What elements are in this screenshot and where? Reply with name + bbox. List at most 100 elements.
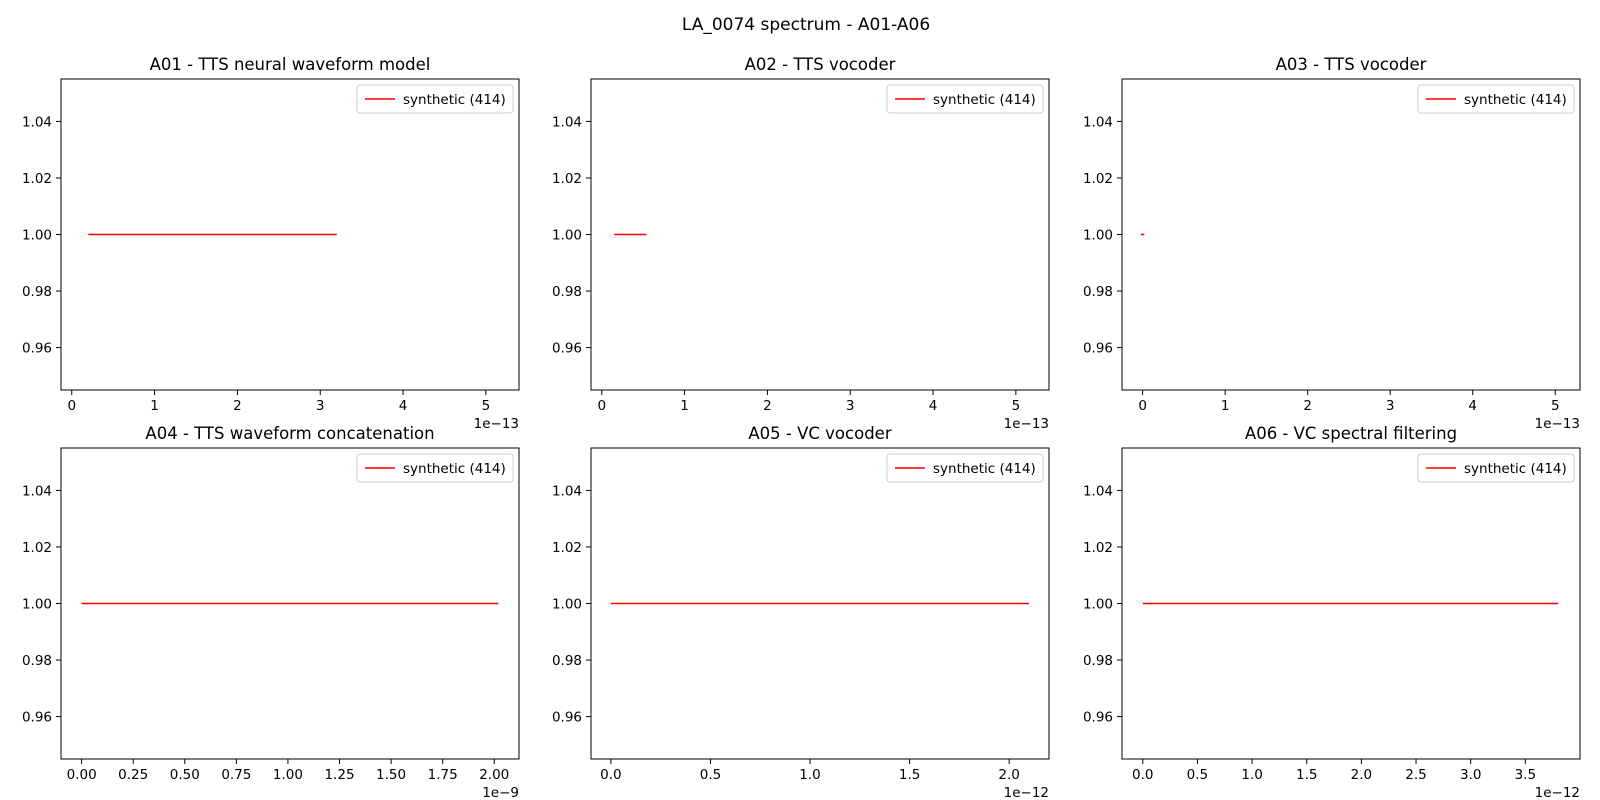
x-tick-label: 0.5 (1187, 767, 1208, 783)
y-tick-label: 1.00 (22, 228, 52, 244)
subplot-6: A06 - VC spectral filtering 0.0 0.5 1.0 1.5 2… (1083, 424, 1581, 800)
x-tick-label: 1.0 (1241, 767, 1262, 783)
x-tick-label: 4 (1468, 398, 1477, 414)
subplot-title: A01 - TTS neural waveform model (150, 55, 431, 74)
y-tick-label: 1.02 (22, 171, 52, 187)
legend: synthetic (414) (1417, 84, 1575, 114)
x-tick-label: 1.25 (324, 767, 354, 783)
y-tick-label: 0.98 (22, 653, 52, 669)
subplot-title: A06 - VC spectral filtering (1245, 424, 1457, 443)
x-tick-label: 2.0 (998, 767, 1019, 783)
x-tick-label: 3 (1386, 398, 1395, 414)
y-tick-label: 1.04 (1083, 114, 1113, 130)
y-tick-label: 0.96 (22, 341, 52, 357)
x-tick-label: 3 (846, 398, 855, 414)
legend-label: synthetic (414) (403, 92, 506, 108)
legend: synthetic (414) (886, 453, 1044, 483)
y-tick-label: 1.02 (1083, 171, 1113, 187)
y-tick-label: 1.00 (1083, 228, 1113, 244)
x-tick-label: 0.00 (67, 767, 97, 783)
y-tick-label: 0.98 (552, 284, 582, 300)
x-tick-label: 2 (763, 398, 772, 414)
y-tick-label: 0.96 (552, 710, 582, 726)
x-tick-label: 1 (1221, 398, 1230, 414)
y-tick-label: 1.04 (22, 114, 52, 130)
x-tick-label: 0.5 (700, 767, 721, 783)
subplots-grid: A01 - TTS neural waveform model 0 1 2 3 4 5 1e−… (22, 55, 1581, 800)
y-tick-label: 0.98 (552, 653, 582, 669)
x-tick-label: 3.0 (1460, 767, 1481, 783)
x-tick-label: 0 (1138, 398, 1147, 414)
legend: synthetic (414) (886, 84, 1044, 114)
x-tick-label: 2 (233, 398, 242, 414)
y-tick-label: 1.04 (552, 483, 582, 499)
x-offset-label: 1e−13 (474, 416, 519, 432)
y-tick-label: 1.02 (552, 171, 582, 187)
x-tick-label: 4 (399, 398, 408, 414)
x-tick-label: 5 (482, 398, 491, 414)
x-tick-label: 0.0 (1132, 767, 1153, 783)
subplot-5: A05 - VC vocoder 0.0 0.5 1.0 1.5 2.0 1e−12 0.96… (552, 424, 1050, 800)
x-offset-label: 1e−13 (1004, 416, 1049, 432)
x-tick-label: 5 (1012, 398, 1021, 414)
y-tick-label: 1.00 (552, 597, 582, 613)
x-tick-label: 1.00 (273, 767, 303, 783)
legend-box (1417, 453, 1575, 483)
x-tick-label: 1 (150, 398, 159, 414)
x-offset-label: 1e−9 (482, 785, 519, 800)
x-tick-label: 0 (597, 398, 606, 414)
y-tick-label: 0.98 (1083, 284, 1113, 300)
y-tick-label: 1.04 (1083, 483, 1113, 499)
subplot-title: A02 - TTS vocoder (745, 55, 896, 74)
axes-frame (590, 78, 1050, 391)
y-tick-label: 1.02 (1083, 540, 1113, 556)
x-tick-label: 0.25 (118, 767, 148, 783)
legend: synthetic (414) (1417, 453, 1575, 483)
y-tick-label: 0.98 (1083, 653, 1113, 669)
x-tick-label: 0.50 (170, 767, 200, 783)
x-tick-label: 1 (680, 398, 689, 414)
y-tick-label: 1.02 (552, 540, 582, 556)
axes-frame (1121, 78, 1581, 391)
legend-box (1417, 84, 1575, 114)
subplot-4: A04 - TTS waveform concatenation 0.00 0.25… (22, 424, 520, 800)
x-tick-label: 4 (929, 398, 938, 414)
x-offset-label: 1e−12 (1535, 785, 1580, 800)
subplot-title: A03 - TTS vocoder (1276, 55, 1427, 74)
x-tick-label: 1.75 (428, 767, 458, 783)
y-tick-label: 0.98 (22, 284, 52, 300)
subplot-2: A02 - TTS vocoder 0 1 2 3 4 5 1e−13 0.96 0.98 1.00… (552, 55, 1050, 432)
legend-label: synthetic (414) (933, 92, 1036, 108)
y-tick-label: 0.96 (22, 710, 52, 726)
subplot-title: A05 - VC vocoder (748, 424, 891, 443)
x-tick-label: 5 (1551, 398, 1560, 414)
x-tick-label: 2.0 (1351, 767, 1372, 783)
x-tick-label: 3 (316, 398, 325, 414)
legend-label: synthetic (414) (933, 461, 1036, 477)
y-tick-label: 1.04 (552, 114, 582, 130)
x-tick-label: 1.5 (899, 767, 920, 783)
x-tick-label: 0 (67, 398, 76, 414)
x-tick-label: 0.75 (221, 767, 251, 783)
subplot-3: A03 - TTS vocoder 0 1 2 3 4 5 1e−13 0.96 0.98 1.00… (1083, 55, 1581, 432)
x-tick-label: 1.5 (1296, 767, 1317, 783)
x-tick-label: 2 (1303, 398, 1312, 414)
x-offset-label: 1e−12 (1004, 785, 1049, 800)
x-offset-label: 1e−13 (1535, 416, 1580, 432)
legend-label: synthetic (414) (1464, 92, 1567, 108)
y-tick-label: 1.04 (22, 483, 52, 499)
legend-box (886, 453, 1044, 483)
legend-box (356, 84, 514, 114)
x-tick-label: 2.00 (479, 767, 509, 783)
legend-box (886, 84, 1044, 114)
y-tick-label: 1.02 (22, 540, 52, 556)
y-tick-label: 0.96 (552, 341, 582, 357)
y-tick-label: 1.00 (552, 228, 582, 244)
subplot-1: A01 - TTS neural waveform model 0 1 2 3 4 5 1e−… (22, 55, 520, 432)
y-tick-label: 1.00 (1083, 597, 1113, 613)
x-tick-label: 1.50 (376, 767, 406, 783)
legend-label: synthetic (414) (403, 461, 506, 477)
legend: synthetic (414) (356, 84, 514, 114)
y-tick-label: 0.96 (1083, 710, 1113, 726)
